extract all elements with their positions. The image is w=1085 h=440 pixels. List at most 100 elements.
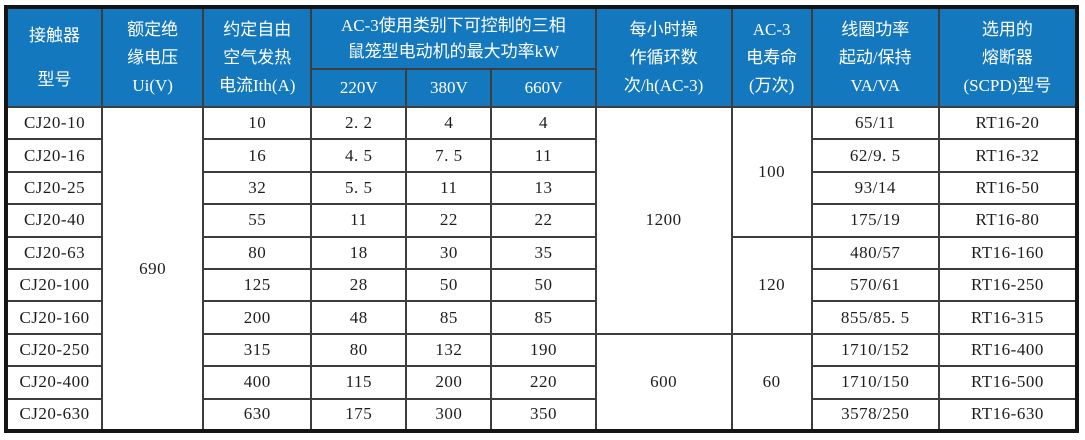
cell-model: CJ20-16 [4,138,104,173]
contactor-spec-table: 接触器 型号 额定绝 缘电压 Ui(V) 约定自由 空气发热 电流Ith(A) … [4,5,1079,433]
cell-p380: 30 [405,235,493,270]
table-row: CJ20-250 315 80 132 190 600 60 1710/152 … [4,332,1079,433]
cell-p660: 350 [490,397,597,433]
cell-coil: 62/9. 5 [810,138,940,173]
cell-ui-merged: 690 [101,106,205,432]
cell-p380: 11 [405,170,493,206]
cell-model: CJ20-160 [4,300,104,335]
cell-p220: 115 [310,365,408,400]
cell-fuse: RT16-80 [937,203,1079,238]
header-ac3-max-power-group: AC-3使用类别下可控制的三相 鼠笼型电动机的最大功率kW [310,6,597,70]
table-row: CJ20-10 690 10 2. 2 4 4 1200 100 65/11 R… [4,105,1079,432]
cell-model: CJ20-25 [4,170,104,206]
cell-p220: 2. 2 [310,105,408,141]
cell-p380: 50 [405,267,493,303]
table-row: CJ20-160 200 48 85 85 855/85. 5 RT16-315 [4,300,1079,335]
cell-model: CJ20-10 [4,105,104,141]
table-row: CJ20-630 630 175 300 350 3578/250 RT16-6… [4,397,1079,433]
cell-p220: 80 [310,332,408,368]
cell-p220: 48 [310,300,408,335]
cell-ith: 80 [202,235,313,270]
cell-p380: 200 [405,365,493,400]
cell-p380: 85 [405,300,493,335]
cell-fuse: RT16-250 [937,267,1079,303]
cell-coil: 65/11 [810,105,940,141]
cell-p660: 190 [490,332,597,368]
header-insulation-voltage: 额定绝 缘电压 Ui(V) [101,6,205,108]
cell-p220: 11 [310,203,408,238]
cell-ith: 400 [202,365,313,400]
cell-fuse: RT16-500 [937,365,1079,400]
cell-fuse: RT16-630 [937,397,1079,433]
cell-p380: 22 [405,203,493,238]
cell-p660: 50 [490,267,597,303]
cell-ith: 16 [202,138,313,173]
cell-p660: 4 [490,105,597,141]
cell-ith: 55 [202,203,313,238]
cell-coil: 855/85. 5 [810,300,940,335]
cell-model: CJ20-400 [4,365,104,400]
cell-coil: 3578/250 [810,397,940,433]
cell-ith: 10 [202,105,313,141]
cell-p380: 300 [405,397,493,433]
cell-coil: 1710/152 [810,332,940,368]
table-row: CJ20-400 400 115 200 220 1710/150 RT16-5… [4,365,1079,400]
cell-p380: 132 [405,332,493,368]
table-row: CJ20-63 80 18 30 35 120 480/57 RT16-160 [4,235,1079,335]
table-row: CJ20-40 55 11 22 22 175/19 RT16-80 [4,203,1079,238]
table-body: CJ20-10 690 10 2. 2 4 4 1200 100 65/11 R… [4,105,1079,433]
header-thermal-current: 约定自由 空气发热 电流Ith(A) [202,6,313,108]
header-electrical-life: AC-3 电寿命 (万次) [730,6,813,108]
cell-p660: 22 [490,203,597,238]
cell-ith: 125 [202,267,313,303]
cell-ith: 630 [202,397,313,433]
header-660v: 660V [490,68,597,108]
cell-coil: 93/14 [810,170,940,206]
cell-model: CJ20-40 [4,203,104,238]
cell-p660: 85 [490,300,597,335]
cell-model: CJ20-100 [4,267,104,303]
cell-p220: 5. 5 [310,170,408,206]
cell-p380: 7. 5 [405,138,493,173]
header-380v: 380V [405,68,493,108]
cell-coil: 175/19 [810,203,940,238]
cell-ith: 315 [202,332,313,368]
header-contactor-model: 接触器 型号 [4,6,104,108]
header-coil-power: 线圈功率 起动/保持 VA/VA [810,6,940,108]
cell-p660: 220 [490,365,597,400]
header-220v: 220V [310,68,408,108]
header-fuse-model: 选用的 熔断器 (SCPD)型号 [937,6,1079,108]
cell-coil: 480/57 [810,235,940,270]
cell-model: CJ20-63 [4,235,104,270]
cell-p220: 28 [310,267,408,303]
header-cycles-per-hour: 每小时操 作循环数 次/h(AC-3) [594,6,733,108]
table-row: CJ20-25 32 5. 5 11 13 93/14 RT16-50 [4,170,1079,206]
cell-fuse: RT16-50 [937,170,1079,206]
cell-model: CJ20-630 [4,397,104,433]
cell-cycles-merged: 600 [594,332,733,433]
cell-fuse: RT16-400 [937,332,1079,368]
cell-coil: 570/61 [810,267,940,303]
cell-model: CJ20-250 [4,332,104,368]
table-row: CJ20-100 125 28 50 50 570/61 RT16-250 [4,267,1079,303]
table-row: CJ20-16 16 4. 5 7. 5 11 62/9. 5 RT16-32 [4,138,1079,173]
cell-cycles-merged: 1200 [594,106,733,335]
cell-fuse: RT16-315 [937,300,1079,335]
cell-p220: 18 [310,235,408,270]
cell-life-merged: 60 [730,332,813,433]
cell-coil: 1710/150 [810,365,940,400]
cell-p660: 13 [490,170,597,206]
cell-fuse: RT16-32 [937,138,1079,173]
cell-p220: 4. 5 [310,138,408,173]
cell-ith: 32 [202,170,313,206]
cell-fuse: RT16-20 [937,105,1079,141]
cell-p220: 175 [310,397,408,433]
cell-ith: 200 [202,300,313,335]
cell-p660: 11 [490,138,597,173]
cell-p660: 35 [490,235,597,270]
cell-fuse: RT16-160 [937,235,1079,270]
cell-p380: 4 [405,105,493,141]
cell-life-merged: 120 [730,235,813,335]
table-header: 接触器 型号 额定绝 缘电压 Ui(V) 约定自由 空气发热 电流Ith(A) … [4,6,1079,108]
